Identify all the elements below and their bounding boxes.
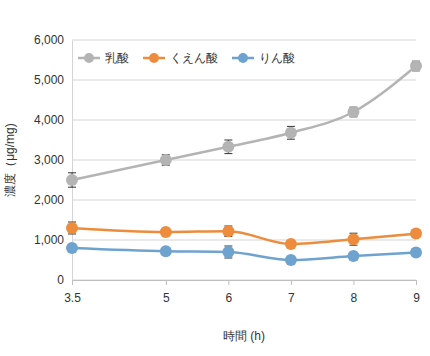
marker	[347, 233, 359, 245]
legend-label: くえん酸	[170, 51, 218, 65]
y-tick-label: 1,000	[34, 233, 64, 247]
marker	[66, 222, 78, 234]
x-tick-mark	[353, 280, 354, 285]
marker	[66, 242, 78, 254]
legend-marker	[149, 53, 159, 63]
error-cap	[287, 139, 295, 140]
y-tick-label: 4,000	[34, 113, 64, 127]
x-tick: 6	[226, 280, 233, 305]
x-tick-label: 5	[163, 291, 170, 305]
y-tick: 4,000	[34, 113, 72, 127]
x-tick-label: 9	[413, 291, 420, 305]
marker	[222, 141, 234, 153]
legend-item: 乳酸	[78, 51, 129, 65]
marker	[160, 226, 172, 238]
legend-label: 乳酸	[105, 51, 129, 65]
x-tick-label: 6	[226, 291, 233, 305]
grid-line	[72, 240, 416, 241]
y-tick: 2,000	[34, 193, 72, 207]
error-cap	[68, 172, 76, 173]
error-cap	[287, 126, 295, 127]
marker	[285, 238, 297, 250]
y-tick: 6,000	[34, 33, 72, 47]
x-axis-line	[73, 281, 417, 286]
x-tick: 3.5	[64, 280, 81, 305]
x-axis-title: 時間 (h)	[223, 329, 265, 343]
x-tick-label: 7	[288, 291, 295, 305]
marker	[410, 246, 422, 258]
y-axis-title: 濃度（μg/mg)	[3, 123, 17, 197]
grid-line	[72, 80, 416, 81]
legend-marker	[238, 53, 248, 63]
series	[66, 242, 422, 266]
y-tick: 0	[57, 273, 72, 287]
x-tick: 9	[413, 280, 420, 305]
series	[66, 222, 422, 250]
y-tick: 3,000	[34, 153, 72, 167]
y-tick-label: 0	[57, 273, 64, 287]
y-tick-label: 3,000	[34, 153, 64, 167]
legend-label: りん酸	[259, 51, 295, 65]
y-tick-label: 6,000	[34, 33, 64, 47]
legend-marker	[84, 53, 94, 63]
marker	[285, 127, 297, 139]
marker	[347, 250, 359, 262]
error-cap	[68, 187, 76, 188]
legend-item: りん酸	[232, 51, 295, 65]
y-tick-label: 2,000	[34, 193, 64, 207]
x-axis: 3.5 5 6 7 8 9	[64, 280, 420, 305]
marker	[410, 60, 422, 72]
x-tick-mark	[416, 280, 417, 285]
error-cap	[224, 140, 232, 141]
marker	[66, 174, 78, 186]
chart-svg: 0 1,000 2,000 3,000 4,000 5,000 6,000 3.5 5 6 7 8 9 時…	[0, 0, 430, 356]
marker	[160, 245, 172, 257]
grid	[72, 40, 416, 280]
marks	[66, 60, 422, 266]
marker	[410, 228, 422, 240]
x-tick-mark	[291, 280, 292, 285]
line	[72, 228, 416, 244]
y-tick: 5,000	[34, 73, 72, 87]
line	[72, 248, 416, 260]
x-tick-label: 3.5	[64, 291, 81, 305]
marker	[222, 246, 234, 258]
x-tick-mark	[72, 280, 73, 285]
plot: 0 1,000 2,000 3,000 4,000 5,000 6,000 3.5 5 6 7 8 9	[34, 33, 422, 304]
marker	[160, 154, 172, 166]
y-tick: 1,000	[34, 233, 72, 247]
x-tick-mark	[228, 280, 229, 285]
error-cap	[224, 153, 232, 154]
y-tick-label: 5,000	[34, 73, 64, 87]
legend-item: くえん酸	[143, 51, 218, 65]
line	[72, 66, 416, 180]
x-tick: 7	[288, 280, 295, 305]
grid-line	[72, 40, 416, 41]
chart-container: 0 1,000 2,000 3,000 4,000 5,000 6,000 3.5 5 6 7 8 9 時…	[0, 0, 430, 356]
legend: 乳酸 くえん酸 りん酸	[78, 51, 295, 65]
marker	[285, 254, 297, 266]
x-tick: 8	[351, 280, 358, 305]
series	[66, 60, 422, 187]
x-tick-mark	[166, 280, 167, 285]
marker	[222, 225, 234, 237]
x-tick-label: 8	[351, 291, 358, 305]
grid-line	[72, 200, 416, 201]
x-tick: 5	[163, 280, 170, 305]
marker	[347, 106, 359, 118]
grid-line	[72, 120, 416, 121]
grid-line	[72, 160, 416, 161]
